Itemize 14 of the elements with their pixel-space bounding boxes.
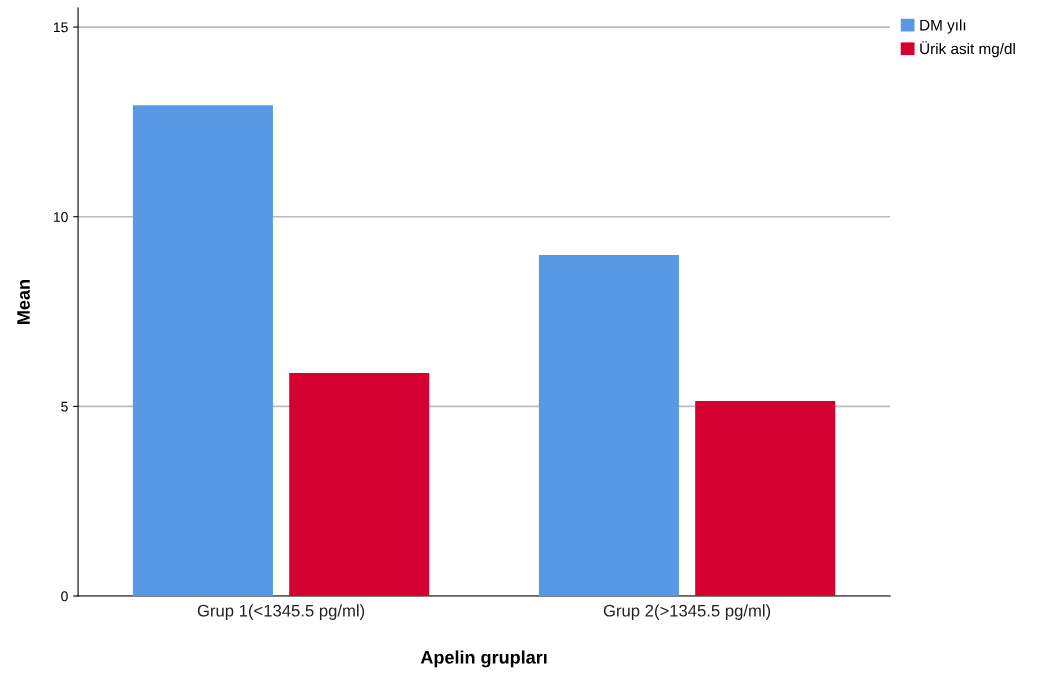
legend-label: DM yılı: [920, 19, 966, 34]
x-axis-title: Apelin grupları: [420, 650, 547, 668]
y-tick-label: 5: [61, 401, 68, 412]
legend-label: Ürik asit mg/dl: [920, 41, 1015, 58]
x-tick-label: Grup 1(<1345.5 pg/ml): [197, 604, 365, 620]
bar: [132, 105, 273, 597]
y-axis-title: Mean: [17, 280, 30, 324]
bar: [695, 401, 836, 597]
bar: [538, 255, 679, 597]
y-tick-label: 15: [53, 22, 68, 33]
y-tick-label: 10: [53, 212, 68, 222]
x-tick-label: Grup 2(>1345.5 pg/ml): [603, 604, 771, 620]
bar: [289, 372, 430, 597]
y-tick-label: 0: [61, 591, 68, 602]
